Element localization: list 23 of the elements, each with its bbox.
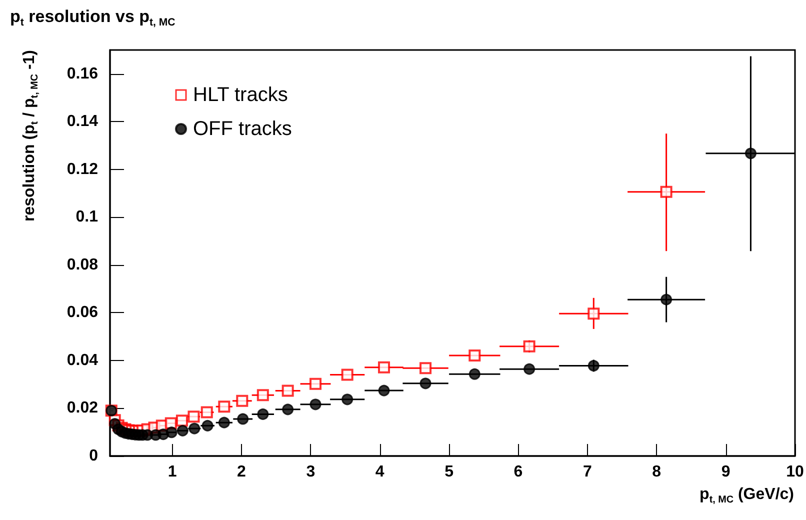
x-tick-label: 6 — [514, 464, 523, 480]
x-tick-label: 8 — [652, 464, 662, 480]
legend-label: OFF tracks — [193, 118, 292, 140]
y-tick-label: 0.14 — [66, 113, 98, 130]
x-tick-label: 7 — [582, 464, 592, 480]
x-tick-label: 2 — [237, 464, 246, 480]
y-tick-label: 0.1 — [76, 208, 98, 226]
x-tick-label: 9 — [721, 464, 730, 480]
y-tick-label: 0.04 — [66, 352, 98, 369]
y-tick-label: 0.16 — [66, 65, 98, 82]
chart-title: p$_{t}$ resolution vs p$_{t, MC}$ — [10, 7, 176, 29]
y-tick-label: 0.08 — [66, 256, 98, 274]
x-tick-label: 10 — [786, 464, 804, 480]
x-tick-label: 3 — [306, 464, 316, 480]
legend-label: HLT tracks — [193, 84, 288, 106]
y-tick-label: 0.02 — [66, 400, 98, 417]
y-tick-label: 0 — [89, 448, 98, 464]
y-tick-label: 0.12 — [66, 160, 98, 178]
x-tick-label: 5 — [444, 464, 454, 480]
y-tick-label: 0.06 — [66, 304, 98, 322]
x-tick-label: 1 — [168, 464, 177, 480]
x-axis-title: p$_{t, MC}$ (GeV/c) — [700, 486, 794, 506]
x-tick-label: 4 — [375, 464, 384, 480]
